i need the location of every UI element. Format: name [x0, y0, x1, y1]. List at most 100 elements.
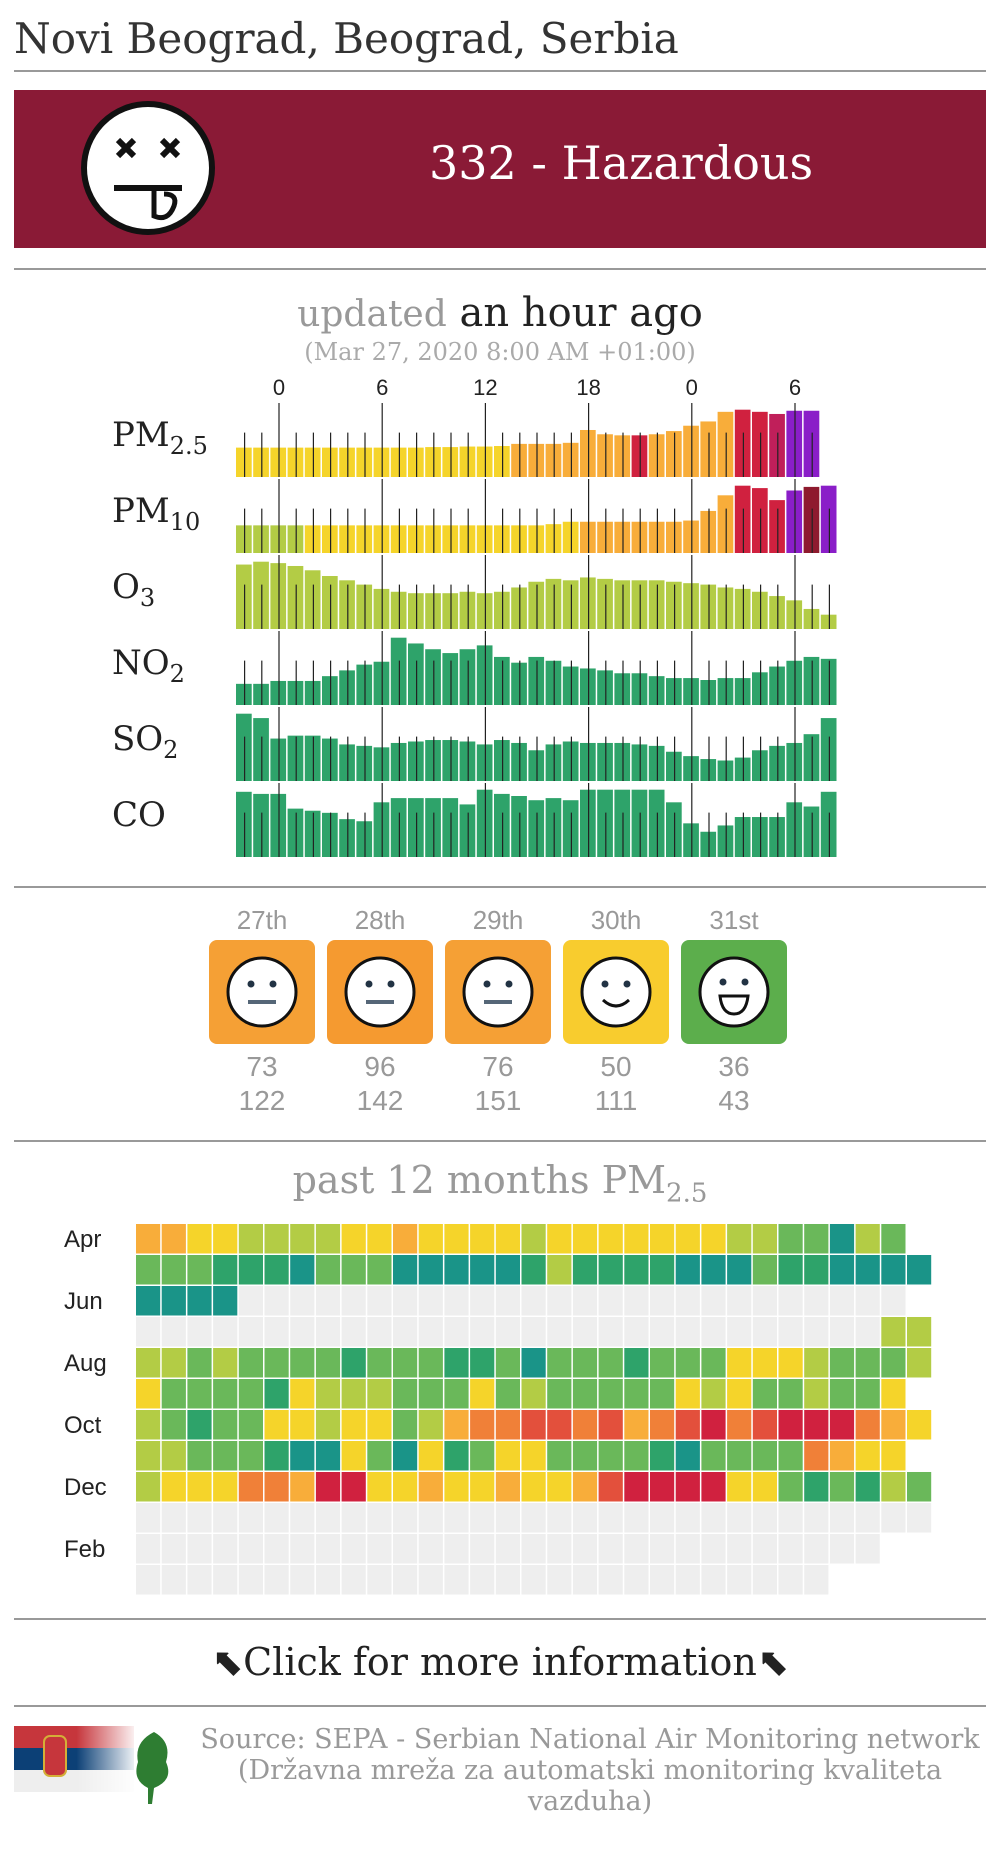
hourly-bar — [236, 525, 252, 553]
current-aqi-banner[interactable]: 332 - Hazardous — [14, 90, 986, 248]
heatmap-day-cell — [470, 1534, 495, 1564]
neutral-face-icon — [344, 956, 416, 1028]
heatmap-day-cell — [829, 1348, 855, 1378]
hourly-bar — [390, 447, 407, 477]
heatmap-day-cell — [264, 1410, 289, 1440]
heatmap-day-cell — [572, 1224, 598, 1254]
hourly-bar — [442, 593, 459, 629]
pollutant-chart[interactable] — [236, 631, 856, 705]
hourly-bar — [769, 500, 785, 553]
hourly-bar — [786, 410, 803, 477]
pollutant-name: PM — [112, 491, 170, 531]
heatmap-day-cell — [804, 1379, 829, 1409]
hourly-bar — [304, 447, 321, 477]
heatmap-day-cell — [727, 1255, 752, 1285]
heatmap-day-cell — [624, 1255, 649, 1285]
pollutant-chart[interactable] — [236, 403, 856, 477]
hourly-bar — [597, 578, 613, 629]
heatmap-day-cell — [572, 1286, 598, 1316]
heatmap-day-cell — [290, 1379, 315, 1409]
heatmap-day-cell — [701, 1379, 726, 1409]
hourly-bar — [700, 680, 717, 705]
hourly-bar — [769, 413, 785, 477]
forecast-level-box — [209, 940, 315, 1044]
heatmap-day-cell — [521, 1379, 546, 1409]
heatmap-day-cell — [213, 1286, 238, 1316]
hourly-bar — [528, 581, 545, 629]
forecast-day[interactable]: 30th 50 111 — [562, 905, 670, 1118]
heatmap-day-cell — [778, 1286, 803, 1316]
heatmap-day-cell — [572, 1410, 598, 1440]
heatmap-day-cell — [855, 1348, 880, 1378]
hourly-bar — [648, 676, 665, 705]
heatmap-day-cell — [470, 1317, 495, 1347]
heatmap-day-cell — [393, 1286, 418, 1316]
heatmap-day-cell — [367, 1565, 392, 1595]
source-attribution[interactable]: Source: SEPA - Serbian National Air Moni… — [200, 1724, 980, 1817]
hourly-bar — [511, 742, 527, 781]
pollutant-chart[interactable] — [236, 479, 856, 553]
heatmap-day-cell — [393, 1348, 418, 1378]
divider — [14, 268, 986, 270]
heatmap-month-label: Dec — [64, 1474, 107, 1501]
hourly-bar — [494, 656, 510, 705]
heatmap-day-cell — [624, 1379, 649, 1409]
heatmap-day-cell — [315, 1565, 341, 1595]
hourly-bar — [700, 421, 717, 477]
pollutant-chart[interactable] — [236, 707, 856, 781]
hourly-bar — [734, 757, 751, 781]
tree-icon — [136, 1732, 169, 1804]
heatmap-day-cell — [341, 1317, 366, 1347]
forecast-day[interactable]: 31st 36 43 — [680, 905, 788, 1118]
hourly-bar — [666, 431, 682, 477]
heatmap-day-cell — [727, 1503, 752, 1533]
heatmap-day-cell — [187, 1379, 212, 1409]
heatmap-day-cell — [238, 1565, 263, 1595]
hourly-bar — [339, 525, 355, 553]
heatmap-day-cell — [855, 1379, 880, 1409]
forecast-day[interactable]: 29th 76 151 — [444, 905, 552, 1118]
dead-face-icon — [81, 101, 215, 235]
heatmap-day-cell — [315, 1410, 341, 1440]
heatmap-day-cell — [470, 1286, 495, 1316]
heatmap-day-cell — [238, 1348, 263, 1378]
heatmap-day-cell — [650, 1317, 675, 1347]
heatmap-grid[interactable] — [136, 1224, 956, 1600]
heatmap-day-cell — [521, 1410, 546, 1440]
more-info-link[interactable]: ⬉Click for more information⬉ — [0, 1640, 1000, 1684]
heatmap-day-cell — [624, 1317, 649, 1347]
heatmap-day-cell — [727, 1379, 752, 1409]
heatmap-day-cell — [367, 1379, 392, 1409]
heatmap-day-cell — [495, 1317, 520, 1347]
heatmap-day-cell — [264, 1441, 289, 1471]
heatmap-day-cell — [701, 1503, 726, 1533]
heatmap-day-cell — [341, 1565, 366, 1595]
hourly-bar — [683, 520, 699, 553]
pollutant-name: O — [112, 567, 140, 607]
forecast-day[interactable]: 28th 96 142 — [326, 905, 434, 1118]
hourly-bar — [752, 488, 768, 553]
pollutant-chart[interactable] — [236, 555, 856, 629]
heatmap-day-cell — [521, 1317, 546, 1347]
heatmap-day-cell — [367, 1224, 392, 1254]
pollutant-chart[interactable] — [236, 783, 856, 857]
heatmap-day-cell — [829, 1379, 855, 1409]
heatmap-day-cell — [650, 1348, 675, 1378]
hourly-bar — [580, 668, 596, 705]
hourly-bar — [287, 735, 304, 781]
heatmap-day-cell — [727, 1317, 752, 1347]
hourly-bar — [373, 525, 390, 553]
forecast-day[interactable]: 27th 73 122 — [208, 905, 316, 1118]
hourly-bar — [494, 793, 510, 857]
hourly-bar — [425, 593, 441, 629]
heatmap-day-cell — [598, 1317, 623, 1347]
heatmap-day-cell — [238, 1317, 263, 1347]
forecast-pm25: 76 — [482, 1051, 514, 1082]
happy-face-icon — [698, 956, 770, 1028]
heatmap-day-cell — [161, 1286, 186, 1316]
heatmap-month-label: Aug — [64, 1350, 107, 1377]
heatmap-day-cell — [855, 1441, 880, 1471]
heatmap-day-cell — [907, 1472, 932, 1502]
heatmap-day-cell — [161, 1379, 186, 1409]
hour-tick-label: 0 — [272, 375, 286, 400]
